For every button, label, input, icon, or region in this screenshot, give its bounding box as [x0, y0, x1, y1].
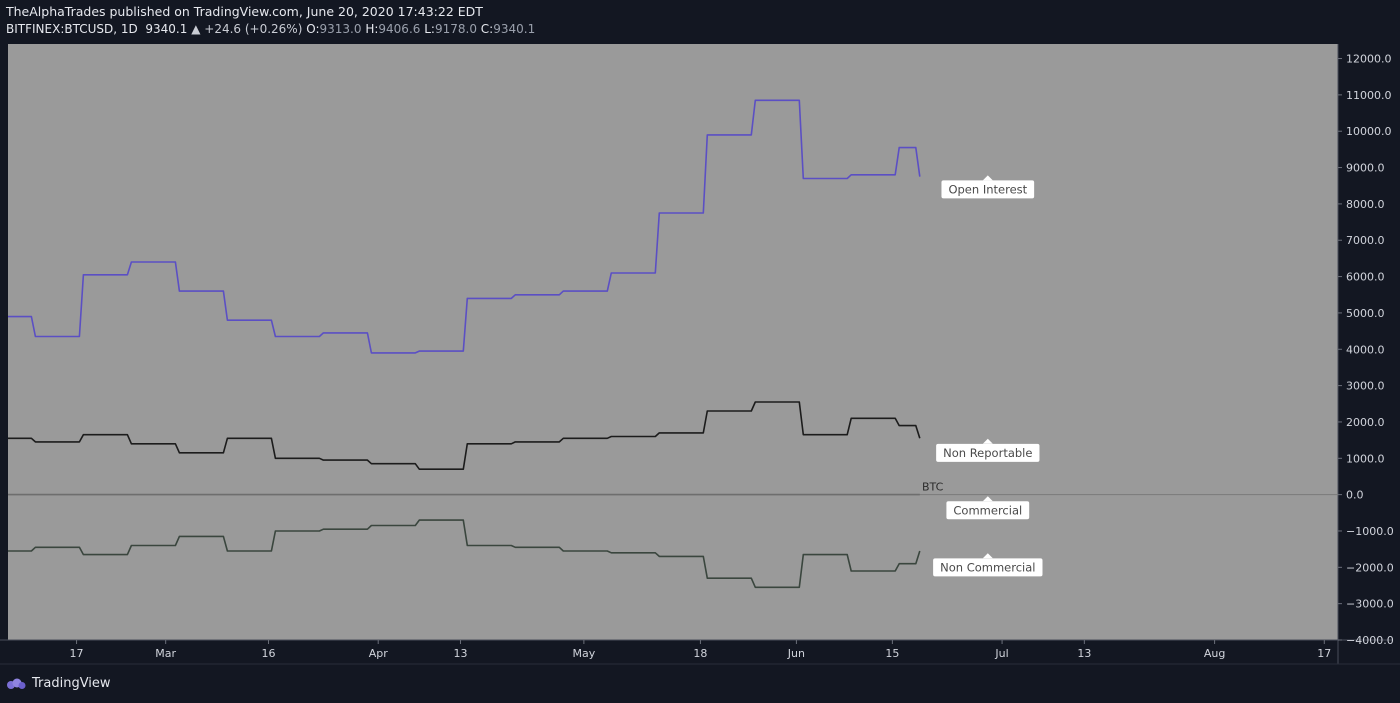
low-label: L:	[424, 22, 435, 36]
x-tick-label: 16	[262, 647, 276, 660]
y-tick-label: −2000.0	[1346, 561, 1394, 574]
y-tick-label: 3000.0	[1346, 380, 1385, 393]
y-tick-label: 8000.0	[1346, 198, 1385, 211]
symbol-name: BITFINEX:BTCUSD, 1D	[6, 22, 138, 36]
footer-brand-label: TradingView	[32, 676, 111, 691]
x-tick-label: May	[573, 647, 596, 660]
x-tick-label: Jun	[787, 647, 805, 660]
y-tick-label: −3000.0	[1346, 598, 1394, 611]
y-tick-label: −1000.0	[1346, 525, 1394, 538]
series-label-pointer	[982, 553, 993, 559]
x-tick-label: 15	[885, 647, 899, 660]
y-tick-label: 11000.0	[1346, 89, 1392, 102]
x-tick-label: 17	[70, 647, 84, 660]
y-tick-label: 5000.0	[1346, 307, 1385, 320]
series-label-pointer	[982, 175, 993, 181]
y-tick-label: 0.0	[1346, 489, 1364, 502]
y-tick-label: 6000.0	[1346, 271, 1385, 284]
price-change: ▲ +24.6 (+0.26%)	[191, 22, 303, 36]
series-label-text: Non Commercial	[940, 560, 1035, 574]
y-tick-label: −4000.0	[1346, 634, 1394, 647]
high-label: H:	[365, 22, 379, 36]
x-tick-label: 17	[1317, 647, 1331, 660]
y-tick-label: 4000.0	[1346, 343, 1385, 356]
y-tick-label: 12000.0	[1346, 53, 1392, 66]
series-label-box	[936, 443, 1040, 462]
publish-info: TheAlphaTrades published on TradingView.…	[6, 4, 483, 19]
series-label-text: Commercial	[953, 503, 1022, 517]
chart-header: TheAlphaTrades published on TradingView.…	[0, 0, 1400, 44]
series-label-pointer	[982, 496, 993, 502]
series-label-text: Open Interest	[948, 182, 1027, 196]
series-label-box	[941, 180, 1035, 199]
x-tick-label: Aug	[1204, 647, 1225, 660]
x-tick-label: 13	[1077, 647, 1091, 660]
tradingview-logo-icon	[7, 678, 26, 689]
x-tick-label: Apr	[369, 647, 389, 660]
low-value: 9178.0	[434, 22, 477, 36]
series-line-non-reportable[interactable]	[8, 401, 921, 470]
series-line-non-commercial[interactable]	[8, 519, 921, 589]
open-value: 9313.0	[319, 22, 362, 36]
footer-brand[interactable]: TradingView	[6, 676, 111, 691]
symbol-info: BITFINEX:BTCUSD, 1D 9340.1 ▲ +24.6 (+0.2…	[6, 22, 535, 36]
series-label-text: Non Reportable	[943, 446, 1032, 460]
plot-area	[8, 44, 1338, 640]
y-tick-label: 9000.0	[1346, 162, 1385, 175]
x-tick-label: 13	[453, 647, 467, 660]
series-label-pointer	[982, 438, 993, 444]
series-label-box	[933, 558, 1043, 577]
series-label-box	[946, 501, 1030, 520]
series-line-open-interest[interactable]	[8, 99, 921, 354]
y-tick-label: 10000.0	[1346, 125, 1392, 138]
high-value: 9406.6	[378, 22, 421, 36]
y-tick-label: 2000.0	[1346, 416, 1385, 429]
x-tick-label: Jul	[994, 647, 1008, 660]
close-value: 9340.1	[493, 22, 536, 36]
last-price: 9340.1	[145, 22, 188, 36]
close-label: C:	[480, 22, 494, 36]
open-label: O:	[306, 22, 320, 36]
y-tick-label: 7000.0	[1346, 234, 1385, 247]
x-tick-label: 18	[693, 647, 707, 660]
x-tick-label: Mar	[155, 647, 176, 660]
y-tick-label: 1000.0	[1346, 452, 1385, 465]
btc-label: BTC	[922, 481, 944, 494]
